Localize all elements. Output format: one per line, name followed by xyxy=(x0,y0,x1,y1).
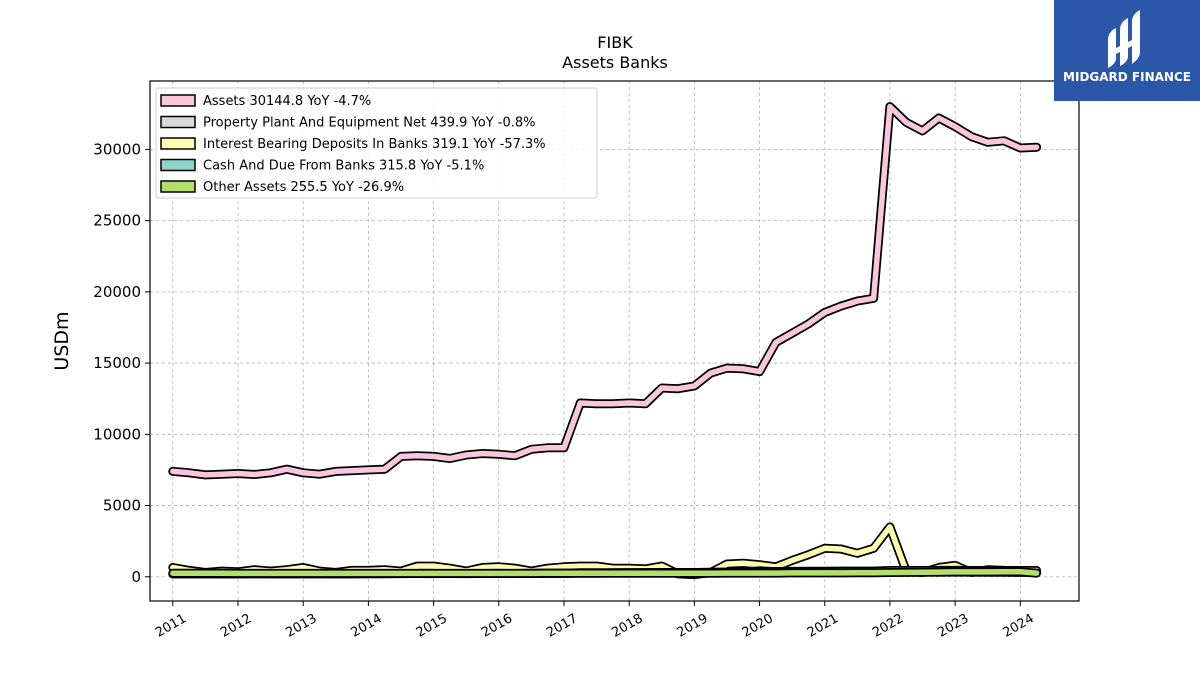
y-tick-label: 15000 xyxy=(93,354,141,372)
legend-swatch xyxy=(160,137,196,150)
plot-area xyxy=(149,80,1080,602)
y-tick-label: 10000 xyxy=(93,425,141,443)
y-axis-label: USDm xyxy=(51,311,73,370)
series-other-assets xyxy=(168,567,1042,578)
legend-label: Other Assets 255.5 YoY -26.9% xyxy=(203,180,404,195)
chart-subtitle: Assets Banks xyxy=(562,53,668,72)
y-tick-label: 0 xyxy=(131,568,141,586)
legend-label: Property Plant And Equipment Net 439.9 Y… xyxy=(203,116,536,131)
y-tick-label: 5000 xyxy=(103,497,141,515)
logo: MIDGARD FINANCE xyxy=(1054,0,1200,101)
legend-frame xyxy=(155,87,598,199)
legend-label: Interest Bearing Deposits In Banks 319.1… xyxy=(203,137,546,152)
legend-swatch xyxy=(160,115,196,129)
legend: Assets 30144.8 YoY -4.7% Property Plant A… xyxy=(155,87,598,199)
y-tick-label: 25000 xyxy=(93,212,141,230)
y-axis: 0 5000 10000 15000 20000 25000 30000 xyxy=(93,140,150,586)
legend-label: Assets 30144.8 YoY -4.7% xyxy=(203,94,371,109)
plot-frame xyxy=(149,80,1080,602)
series-layer xyxy=(168,102,1042,580)
legend-swatch xyxy=(160,158,196,172)
y-tick-label: 20000 xyxy=(93,283,141,301)
y-tick-label: 30000 xyxy=(93,140,141,158)
chart-title: FIBK xyxy=(597,33,633,52)
legend-swatch xyxy=(160,94,196,107)
legend-label: Cash And Due From Banks 315.8 YoY -5.1% xyxy=(203,159,484,174)
series-assets xyxy=(168,102,1042,480)
series-line xyxy=(170,569,1040,577)
legend-swatch xyxy=(160,180,196,193)
logo-mark-icon xyxy=(1108,10,1140,68)
logo-text: MIDGARD FINANCE xyxy=(1063,70,1191,84)
series-line xyxy=(170,103,1040,478)
